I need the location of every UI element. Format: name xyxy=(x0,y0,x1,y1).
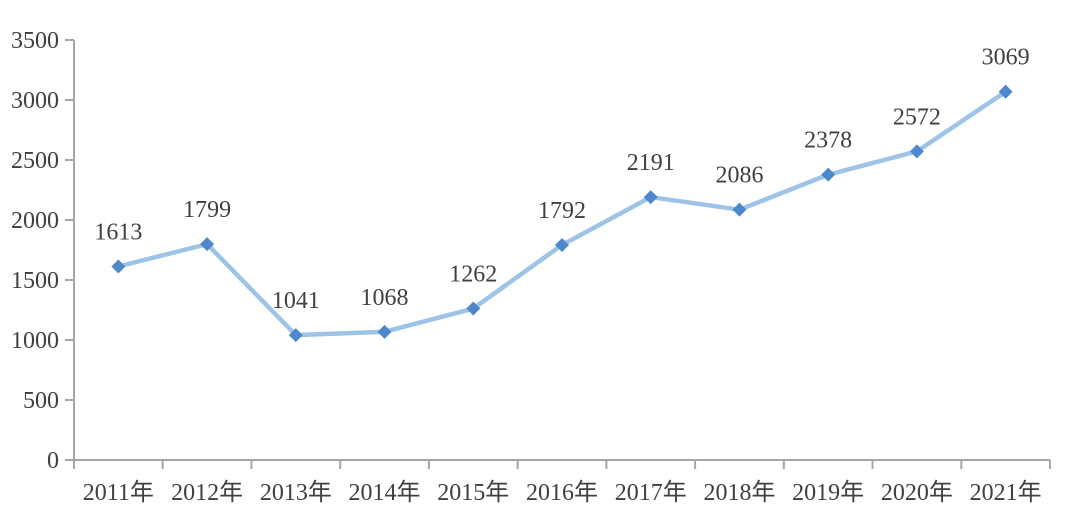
data-point-marker xyxy=(555,237,569,252)
data-point-label: 1792 xyxy=(538,198,586,224)
data-point-label: 1068 xyxy=(361,285,409,311)
y-axis-tick-label: 3500 xyxy=(11,28,59,54)
y-axis-tick-label: 2000 xyxy=(11,208,59,234)
x-axis-tick-label: 2020年 xyxy=(881,479,953,506)
data-point-marker xyxy=(732,202,747,217)
x-axis-tick-label: 2016年 xyxy=(526,479,598,506)
y-axis-tick-label: 0 xyxy=(47,448,59,474)
data-point-label: 2572 xyxy=(893,104,941,130)
data-point-marker xyxy=(377,324,392,339)
y-axis-tick-label: 1000 xyxy=(11,328,59,354)
data-point-marker xyxy=(998,84,1013,99)
data-point-label: 2086 xyxy=(715,163,763,189)
x-axis-tick-label: 2021年 xyxy=(970,479,1042,506)
data-point-label: 1262 xyxy=(449,262,497,288)
y-axis-tick-label: 1500 xyxy=(11,268,59,294)
data-point-marker xyxy=(288,328,303,343)
chart-series-layer xyxy=(111,84,1013,343)
data-point-marker xyxy=(909,144,924,159)
x-axis-tick-label: 2014年 xyxy=(349,479,421,506)
data-point-label: 1613 xyxy=(94,219,142,245)
x-axis-tick-label: 2015年 xyxy=(437,479,509,506)
y-axis-tick-label: 3000 xyxy=(11,88,59,114)
data-point-marker xyxy=(111,259,126,274)
data-point-label: 1799 xyxy=(183,197,231,223)
x-axis-tick-label: 2018年 xyxy=(703,479,775,506)
data-point-label: 2378 xyxy=(804,128,852,154)
data-point-label: 1041 xyxy=(272,288,320,314)
x-axis-tick-label: 2013年 xyxy=(260,479,332,506)
data-point-label: 3069 xyxy=(982,45,1030,71)
data-point-label: 2191 xyxy=(627,150,675,176)
chart-labels-layer: 1613 1799 1041 1068 1262 1792 2191 2086 2378 2572… xyxy=(94,45,1029,314)
y-axis-tick-label: 2500 xyxy=(11,148,59,174)
data-point-marker xyxy=(200,237,215,252)
y-axis-tick-label: 500 xyxy=(23,388,59,414)
chart-axes-layer: 0 500 1000 1500 2000 2500 3000 3500 2011年 2012年 20… xyxy=(11,28,1051,506)
x-axis-tick-label: 2019年 xyxy=(792,479,864,506)
x-axis-tick-label: 2012年 xyxy=(171,479,243,506)
x-axis-tick-label: 2011年 xyxy=(83,479,154,506)
data-point-marker xyxy=(643,190,658,205)
data-point-marker xyxy=(821,167,836,182)
x-axis-tick-label: 2017年 xyxy=(615,479,687,506)
data-point-marker xyxy=(466,301,481,316)
